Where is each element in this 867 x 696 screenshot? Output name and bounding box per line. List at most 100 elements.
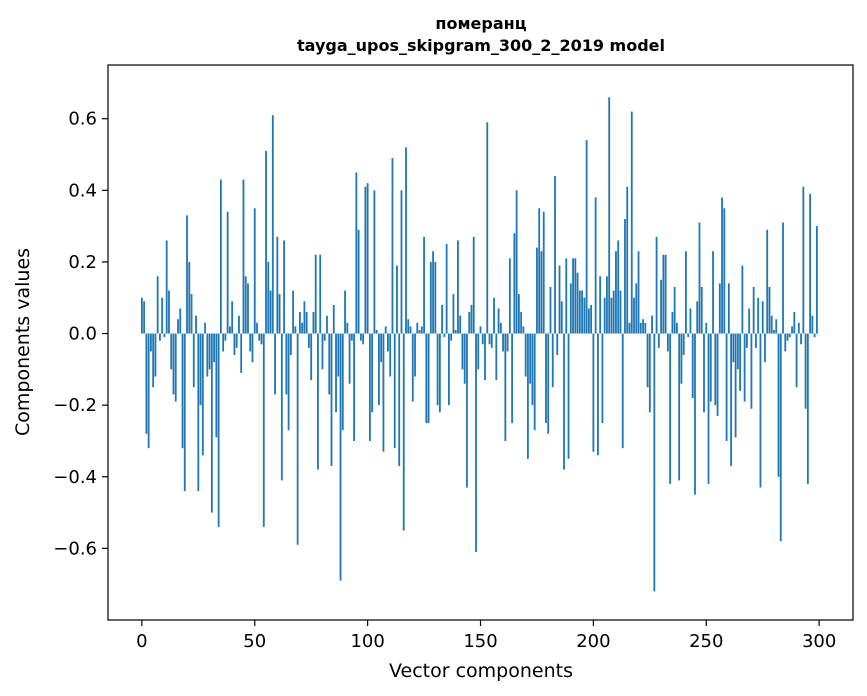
bar bbox=[206, 333, 209, 377]
bar bbox=[362, 333, 365, 345]
bar bbox=[461, 333, 464, 370]
bar bbox=[484, 333, 486, 381]
bar bbox=[253, 208, 256, 334]
bar bbox=[466, 333, 468, 488]
bar bbox=[276, 236, 279, 334]
bar bbox=[188, 261, 191, 334]
bar bbox=[143, 301, 146, 334]
bar bbox=[736, 333, 739, 370]
bar bbox=[707, 333, 710, 484]
bar bbox=[547, 333, 550, 434]
bar bbox=[278, 294, 281, 334]
bar bbox=[644, 322, 647, 334]
bar bbox=[368, 333, 371, 441]
bar bbox=[725, 333, 728, 441]
bar bbox=[373, 190, 376, 334]
bar bbox=[574, 258, 577, 334]
bar bbox=[748, 308, 751, 334]
bar bbox=[750, 333, 753, 409]
bar bbox=[260, 333, 263, 345]
x-tick-label: 250 bbox=[689, 631, 723, 652]
bar bbox=[813, 333, 816, 338]
bar bbox=[177, 319, 179, 334]
bar bbox=[452, 294, 455, 334]
bar bbox=[443, 333, 446, 338]
bar bbox=[393, 333, 396, 449]
bar bbox=[296, 333, 299, 545]
bar bbox=[434, 261, 437, 334]
x-tick-label: 200 bbox=[576, 631, 610, 652]
bar bbox=[676, 322, 678, 334]
bar bbox=[773, 329, 775, 334]
bar bbox=[152, 333, 155, 388]
bar bbox=[615, 251, 617, 334]
bar bbox=[542, 211, 545, 334]
bar bbox=[716, 333, 719, 416]
bar bbox=[705, 322, 708, 334]
bar bbox=[371, 333, 374, 413]
bar bbox=[147, 333, 150, 449]
bar bbox=[757, 297, 760, 334]
y-tick-label: −0.2 bbox=[53, 395, 97, 416]
bar bbox=[793, 312, 796, 334]
bar bbox=[477, 333, 480, 370]
x-tick-label: 0 bbox=[136, 631, 147, 652]
bar bbox=[635, 283, 638, 334]
bar bbox=[811, 315, 814, 334]
bar bbox=[673, 287, 676, 334]
bar bbox=[346, 322, 349, 334]
bar bbox=[779, 333, 782, 542]
bar bbox=[732, 333, 735, 363]
bar bbox=[398, 333, 401, 467]
bar bbox=[427, 333, 430, 424]
bar bbox=[156, 276, 159, 334]
bar bbox=[499, 322, 502, 334]
bar bbox=[328, 333, 331, 395]
bar bbox=[587, 308, 590, 334]
bar bbox=[743, 333, 746, 402]
bar bbox=[247, 283, 249, 334]
bar bbox=[655, 236, 658, 334]
bar bbox=[590, 304, 593, 334]
y-axis-ticks: −0.6 −0.4 −0.2 0.0 0.2 0.4 0.6 bbox=[53, 109, 108, 559]
y-tick-label: 0.0 bbox=[68, 324, 97, 345]
bar bbox=[565, 258, 568, 334]
bar bbox=[384, 326, 387, 334]
bar bbox=[425, 333, 428, 424]
bar bbox=[400, 190, 403, 334]
bar bbox=[407, 319, 410, 334]
bar bbox=[294, 326, 297, 334]
bar bbox=[689, 308, 692, 334]
bar bbox=[420, 326, 423, 334]
bar bbox=[454, 329, 457, 334]
chart-title: померанц bbox=[435, 14, 526, 33]
bar bbox=[791, 326, 793, 334]
bar bbox=[289, 333, 292, 356]
bar bbox=[804, 333, 807, 409]
bar bbox=[775, 319, 778, 334]
bar bbox=[531, 333, 534, 406]
bar bbox=[626, 186, 629, 334]
bar bbox=[414, 333, 416, 377]
bar bbox=[219, 179, 222, 334]
bar bbox=[396, 265, 398, 334]
bar bbox=[766, 229, 769, 334]
bar bbox=[709, 333, 712, 402]
bar bbox=[344, 290, 346, 334]
bar bbox=[504, 333, 507, 441]
bar bbox=[256, 322, 258, 334]
bar bbox=[712, 251, 714, 334]
bar bbox=[269, 290, 272, 334]
bar bbox=[556, 333, 559, 356]
bar bbox=[364, 186, 367, 334]
bar bbox=[321, 333, 324, 370]
bar bbox=[784, 333, 787, 352]
bar bbox=[619, 290, 622, 334]
bar bbox=[285, 333, 288, 395]
bar bbox=[353, 333, 355, 441]
x-axis-label: Vector components bbox=[389, 660, 573, 682]
bar bbox=[761, 301, 764, 334]
bar bbox=[265, 150, 267, 334]
y-axis-label: Components values bbox=[12, 248, 34, 436]
